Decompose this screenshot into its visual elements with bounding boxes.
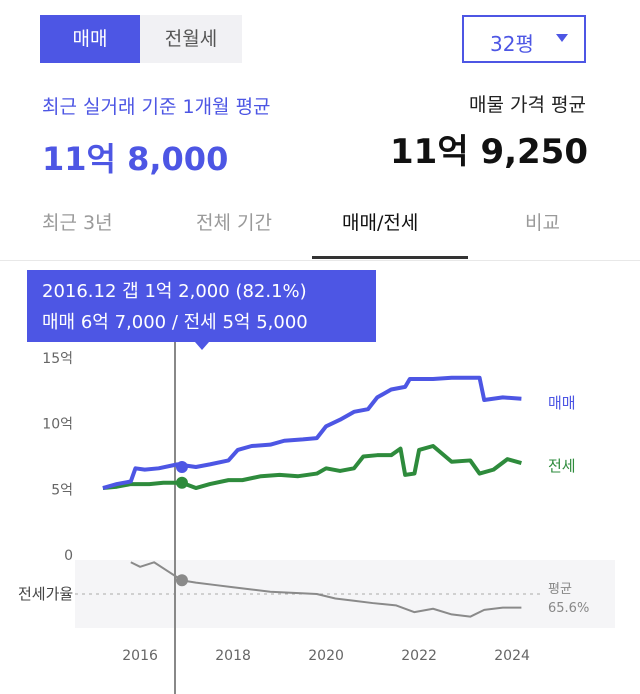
series-line-sale xyxy=(102,375,522,490)
y-tick-label: 10억 xyxy=(42,417,73,433)
end-label-jeonse: 전세 xyxy=(548,457,576,475)
size-dropdown-value: 32평 xyxy=(490,32,534,56)
sale-tab-button[interactable]: 매매 xyxy=(40,15,140,63)
hover-tooltip: 2016.12 갭 1억 2,000 (82.1%) 매매 6억 7,000 /… xyxy=(27,270,376,350)
caret-down-icon xyxy=(556,34,568,42)
x-tick-label: 2020 xyxy=(308,648,344,664)
highlight-point-sale xyxy=(175,461,188,474)
tooltip-arrow xyxy=(195,342,209,350)
deal-type-toggle: 매매 전월세 xyxy=(40,15,242,63)
ratio-panel-bg xyxy=(75,560,615,628)
x-tick-label: 2022 xyxy=(401,648,437,664)
tooltip-gap-line: 2016.12 갭 1억 2,000 (82.1%) xyxy=(42,281,307,302)
tab-recent-3y[interactable]: 최근 3년 xyxy=(42,212,113,234)
jeonse-monthly-tab-button[interactable]: 전월세 xyxy=(164,28,218,50)
ratio-average-value: 65.6% xyxy=(548,601,589,616)
size-dropdown[interactable]: 32평 xyxy=(462,15,586,63)
listing-price-value: 11억 9,250 xyxy=(390,132,588,172)
active-tab-underline xyxy=(312,256,468,259)
tab-compare[interactable]: 비교 xyxy=(525,212,560,234)
x-tick-label: 2016 xyxy=(122,648,158,664)
y-tick-label: 0 xyxy=(64,548,73,564)
recent-price-label: 최근 실거래 기준 1개월 평균 xyxy=(42,96,271,118)
tab-sale-jeonse[interactable]: 매매/전세 xyxy=(342,212,419,234)
ratio-panel-label: 전세가율 xyxy=(18,585,73,603)
tab-all-period[interactable]: 전체 기간 xyxy=(196,212,272,234)
y-tick-label: 15억 xyxy=(42,351,73,367)
x-tick-label: 2018 xyxy=(215,648,251,664)
end-label-sale: 매매 xyxy=(548,394,576,412)
y-tick-label: 5억 xyxy=(51,482,73,498)
highlight-point-jeonse xyxy=(175,476,188,489)
highlight-point-ratio xyxy=(175,574,188,587)
ratio-average-label: 평균 xyxy=(548,582,572,597)
tooltip-price-line: 매매 6억 7,000 / 전세 5억 5,000 xyxy=(42,312,308,333)
tab-divider xyxy=(0,260,640,261)
listing-price-label: 매물 가격 평균 xyxy=(469,94,586,116)
recent-price-value: 11억 8,000 xyxy=(42,140,229,178)
x-tick-label: 2024 xyxy=(494,648,530,664)
